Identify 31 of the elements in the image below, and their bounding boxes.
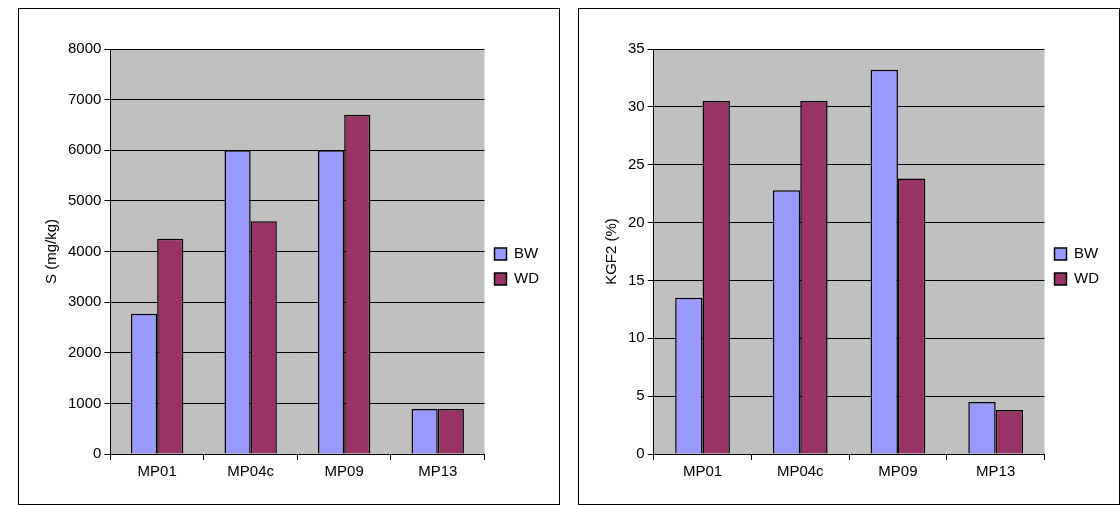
- y-tick-label: 8000: [67, 39, 102, 57]
- y-tick-label: 30: [628, 97, 645, 114]
- x-tick-label: MP04c: [227, 462, 275, 480]
- y-tick-label: 2000: [67, 342, 102, 360]
- y-tick-label: 7000: [67, 89, 102, 107]
- y-axis-title: KGF2 (%): [602, 218, 620, 285]
- legend-label: WD: [514, 269, 540, 287]
- y-tick-label: 35: [628, 39, 645, 57]
- x-tick-label: MP09: [878, 462, 918, 480]
- y-axis-title: S (mg/kg): [42, 218, 60, 285]
- y-tick-label: 10: [628, 328, 645, 346]
- x-tick-label: MP13: [418, 462, 458, 480]
- y-tick-label: 20: [628, 212, 645, 230]
- x-tick-label: MP13: [976, 462, 1016, 480]
- y-tick-label: 5: [636, 386, 645, 404]
- y-tick-label: 0: [636, 444, 645, 462]
- legend-label: BW: [514, 244, 540, 262]
- y-tick-label: 5000: [67, 191, 102, 209]
- y-tick-label: 15: [628, 270, 645, 288]
- legend-label: BW: [1074, 244, 1100, 262]
- x-tick-label: MP01: [137, 462, 177, 480]
- y-tick-label: 6000: [67, 140, 102, 158]
- y-tick-label: 25: [628, 154, 645, 172]
- x-tick-label: MP04c: [776, 462, 825, 480]
- x-tick-label: MP09: [324, 462, 364, 480]
- legend-label: WD: [1074, 269, 1100, 287]
- y-tick-label: 0: [93, 444, 102, 462]
- y-tick-label: 1000: [67, 393, 102, 411]
- x-tick-label: MP01: [682, 462, 723, 480]
- y-tick-label: 4000: [67, 241, 102, 259]
- y-tick-label: 3000: [67, 292, 102, 310]
